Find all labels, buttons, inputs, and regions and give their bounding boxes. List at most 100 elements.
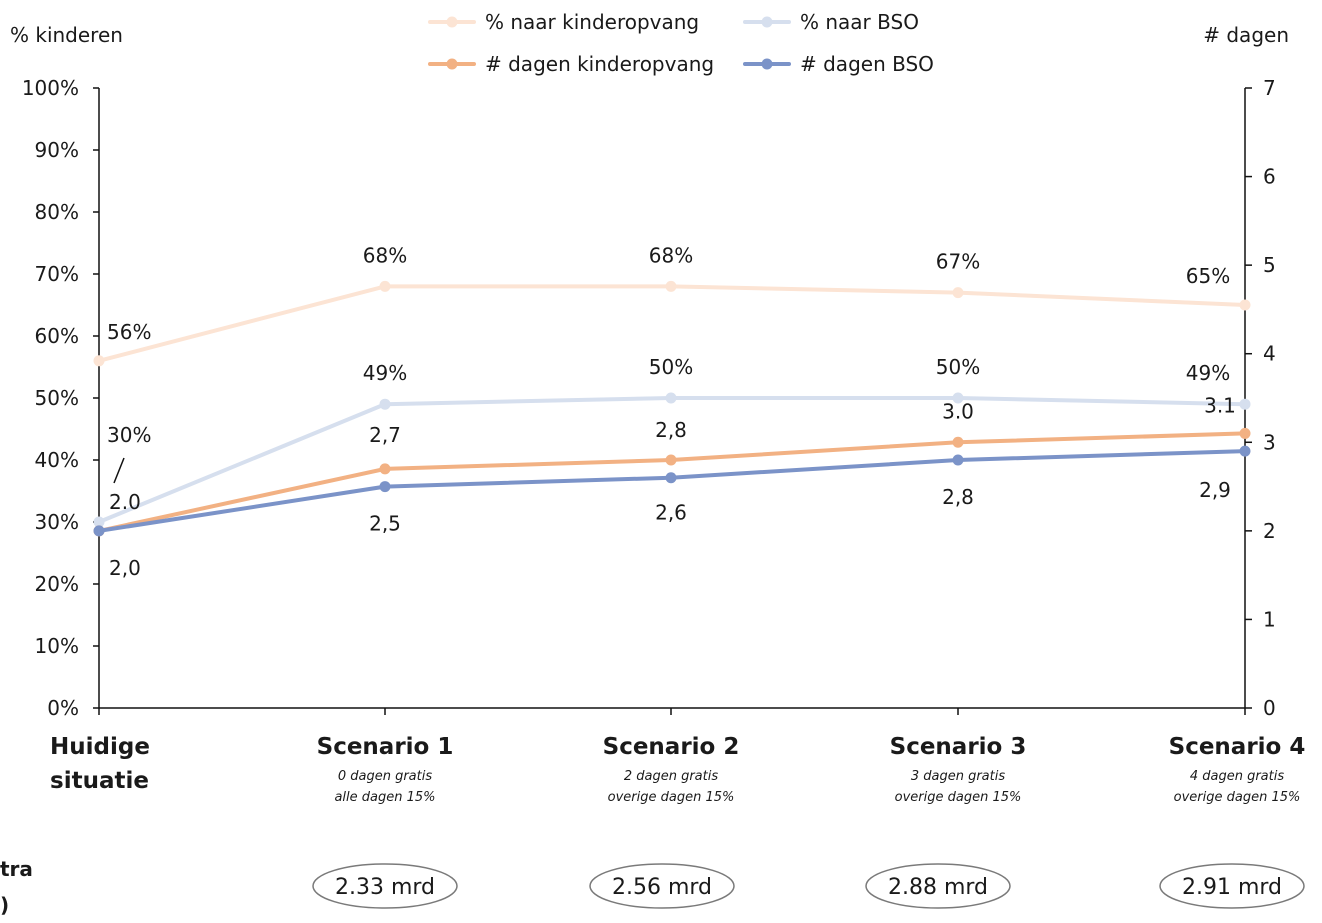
category-subtitle: alle dagen 15%	[334, 790, 435, 805]
data-label: 3.1	[1204, 393, 1236, 417]
data-labels-group: 56% 68% 68% 67% 65% 30% 49% 50% 50% 49% 2.0 2,7 2,8 3…	[107, 243, 1236, 579]
left-tick-label: 40%	[35, 448, 79, 472]
cost-oval	[589, 863, 735, 909]
data-label: 68%	[649, 243, 693, 267]
data-label: 65%	[1186, 264, 1230, 288]
data-point	[1239, 299, 1251, 311]
category-subtitle: 2 dagen gratis	[624, 769, 719, 784]
cost-value: 2.88 mrd	[888, 875, 988, 900]
data-point	[93, 525, 105, 537]
legend-label: % naar kinderopvang	[485, 10, 699, 34]
category-labels-group: Huidige situatie Scenario 1 0 dagen gratis a…	[50, 734, 1305, 805]
cost-value: 2.91 mrd	[1182, 875, 1282, 900]
data-label: 49%	[1186, 361, 1230, 385]
category-title: Huidige	[50, 734, 150, 760]
left-tick-label: 0%	[47, 696, 79, 720]
legend: % naar kinderopvang % naar BSO # dagen kin…	[428, 10, 934, 76]
left-tick-label: 80%	[35, 200, 79, 224]
data-label: 68%	[363, 243, 407, 267]
data-point	[1239, 427, 1251, 439]
legend-swatch-marker	[761, 16, 773, 28]
left-tick-label: 60%	[35, 324, 79, 348]
data-label: 2,8	[942, 485, 974, 509]
data-label: 56%	[107, 320, 151, 344]
data-point	[952, 436, 964, 448]
legend-label: # dagen BSO	[800, 52, 934, 76]
category-title: Scenario 1	[317, 734, 454, 760]
category-title: situatie	[50, 768, 149, 794]
category-title: Scenario 4	[1169, 734, 1306, 760]
left-tick-label: 20%	[35, 572, 79, 596]
data-point	[93, 516, 105, 528]
data-label: 50%	[936, 355, 980, 379]
data-point	[665, 454, 677, 466]
axes-group: 0%10%20%30%40%50%60%70%80%90%100%0123456…	[10, 23, 1289, 720]
legend-label: % naar BSO	[800, 10, 919, 34]
legend-swatch-marker	[446, 16, 458, 28]
data-label: 30%	[107, 423, 151, 447]
left-tick-label: 90%	[35, 138, 79, 162]
data-point	[952, 287, 964, 299]
series-lines-group	[93, 280, 1251, 537]
data-point	[665, 280, 677, 292]
right-tick-label: 6	[1263, 165, 1276, 189]
data-label: 2,5	[369, 512, 401, 536]
right-tick-label: 1	[1263, 607, 1276, 631]
left-tick-label: 70%	[35, 262, 79, 286]
data-label: 2,6	[655, 501, 687, 525]
right-axis-title: # dagen	[1203, 23, 1289, 47]
cost-oval	[312, 863, 458, 909]
right-tick-label: 2	[1263, 519, 1276, 543]
data-label: 2,7	[369, 423, 401, 447]
cost-row-group: tra) 2.33 mrd 2.56 mrd 2.88 mrd 2.91 mrd	[0, 857, 1305, 917]
cost-oval	[865, 863, 1011, 909]
data-point	[93, 355, 105, 367]
legend-label: # dagen kinderopvang	[485, 52, 714, 76]
data-label: 2,0	[109, 556, 141, 580]
label-leader-line	[113, 457, 125, 484]
right-tick-label: 7	[1263, 76, 1276, 100]
legend-swatch-marker	[761, 58, 773, 70]
cost-row-label-fragment: )	[0, 893, 9, 917]
data-label: 50%	[649, 355, 693, 379]
right-tick-label: 4	[1263, 342, 1276, 366]
category-subtitle: overige dagen 15%	[608, 790, 735, 805]
category-subtitle: 3 dagen gratis	[911, 769, 1006, 784]
data-point	[379, 398, 391, 410]
data-point	[952, 454, 964, 466]
data-point	[665, 392, 677, 404]
data-point	[1239, 445, 1251, 457]
data-label: 2,8	[655, 418, 687, 442]
data-point	[379, 481, 391, 493]
data-label: 2.0	[109, 490, 141, 514]
category-subtitle: overige dagen 15%	[895, 790, 1022, 805]
right-tick-label: 3	[1263, 430, 1276, 454]
left-tick-label: 100%	[22, 76, 79, 100]
category-title: Scenario 2	[603, 734, 740, 760]
legend-swatch-marker	[446, 58, 458, 70]
data-point	[665, 472, 677, 484]
cost-row-label-fragment: tra	[0, 857, 33, 881]
data-point	[952, 392, 964, 404]
data-label: 67%	[936, 250, 980, 274]
category-subtitle: 4 dagen gratis	[1190, 769, 1285, 784]
data-label: 49%	[363, 361, 407, 385]
cost-value: 2.56 mrd	[612, 875, 712, 900]
data-point	[379, 280, 391, 292]
right-tick-label: 0	[1263, 696, 1276, 720]
series-line-0	[97, 284, 1247, 363]
category-subtitle: 0 dagen gratis	[338, 769, 433, 784]
left-axis-title: % kinderen	[10, 23, 123, 47]
cost-value: 2.33 mrd	[335, 875, 435, 900]
category-subtitle: overige dagen 15%	[1174, 790, 1301, 805]
left-tick-label: 10%	[35, 634, 79, 658]
data-label: 2,9	[1199, 478, 1231, 502]
left-tick-label: 30%	[35, 510, 79, 534]
data-point	[1239, 398, 1251, 410]
data-label: 3.0	[942, 399, 974, 423]
left-tick-label: 50%	[35, 386, 79, 410]
data-point	[379, 463, 391, 475]
cost-oval	[1159, 863, 1305, 909]
right-tick-label: 5	[1263, 253, 1276, 277]
